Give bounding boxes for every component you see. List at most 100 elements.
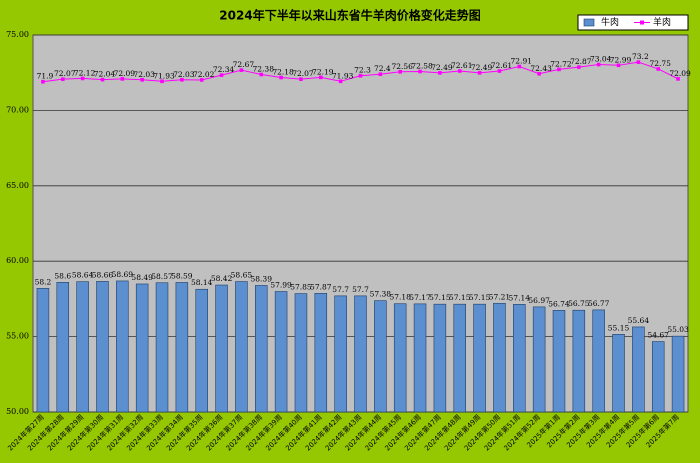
bar <box>294 293 308 413</box>
marker <box>398 69 402 74</box>
data-label: 56.75 <box>568 299 590 308</box>
bar <box>552 310 566 413</box>
data-label: 72.43 <box>530 64 552 73</box>
data-label: 73.2 <box>632 52 649 61</box>
bar <box>215 284 228 413</box>
marker <box>239 68 244 72</box>
marker <box>60 77 65 81</box>
data-label: 58.42 <box>211 274 233 283</box>
data-label: 72.02 <box>193 70 215 79</box>
data-label: 72.03 <box>173 70 195 79</box>
data-label: 71.93 <box>153 71 175 80</box>
data-label: 72.09 <box>669 69 691 78</box>
y-tick-label: 65.00 <box>6 181 29 190</box>
marker <box>299 77 303 81</box>
bar <box>96 281 109 413</box>
bar <box>135 283 149 413</box>
bar <box>513 304 526 413</box>
data-label: 72.04 <box>94 70 116 79</box>
data-label: 57.21 <box>489 292 510 301</box>
data-label: 72.38 <box>253 65 275 74</box>
bar <box>314 293 328 413</box>
bar <box>632 326 645 413</box>
y-tick-label: 75.00 <box>6 30 29 39</box>
data-label: 71.9 <box>37 72 54 81</box>
data-label: 72.09 <box>114 69 136 78</box>
data-label: 58.59 <box>171 271 193 280</box>
bar <box>354 295 367 413</box>
bar <box>393 303 407 413</box>
data-label: 73.04 <box>590 55 612 64</box>
data-label: 57.17 <box>409 293 431 302</box>
bar <box>532 306 546 413</box>
data-label: 57.87 <box>310 282 332 291</box>
marker <box>656 67 661 71</box>
marker <box>100 77 105 82</box>
bar <box>274 291 288 413</box>
marker <box>80 76 85 81</box>
data-label: 58.65 <box>231 271 253 280</box>
marker <box>457 69 462 73</box>
marker <box>219 73 224 77</box>
bar <box>235 281 248 413</box>
marker <box>616 63 621 68</box>
data-label: 72.07 <box>292 69 314 78</box>
legend-swatch <box>583 18 595 27</box>
marker <box>199 78 204 82</box>
data-label: 57.18 <box>389 293 411 302</box>
bar <box>116 280 129 413</box>
data-label: 72.72 <box>550 59 572 68</box>
marker <box>418 69 422 74</box>
marker <box>120 77 125 81</box>
data-label: 58.64 <box>72 271 94 280</box>
marker <box>319 75 323 80</box>
bar <box>56 282 70 413</box>
data-label: 56.97 <box>528 296 550 305</box>
data-label: 58.66 <box>92 270 114 279</box>
marker <box>160 79 164 84</box>
data-label: 57.14 <box>509 293 531 302</box>
marker <box>140 77 144 82</box>
data-label: 72.34 <box>213 65 235 74</box>
data-label: 57.15 <box>469 293 491 302</box>
data-label: 72.56 <box>391 62 413 71</box>
data-label: 71.93 <box>332 71 354 80</box>
data-label: 72.07 <box>54 69 76 78</box>
data-label: 72.3 <box>354 66 371 75</box>
data-label: 72.61 <box>491 61 512 70</box>
marker <box>378 72 383 77</box>
marker <box>358 73 363 78</box>
marker <box>497 69 502 73</box>
chart-title: 2024年下半年以来山东省牛羊肉价格变化走势图 <box>219 8 480 23</box>
bar <box>413 303 427 413</box>
bar <box>334 295 347 413</box>
bar <box>592 309 605 413</box>
bar <box>453 303 466 413</box>
legend-marker <box>640 20 644 25</box>
legend-label: 牛肉 <box>601 16 619 28</box>
bar <box>76 281 89 413</box>
marker <box>180 77 184 82</box>
data-label: 72.58 <box>411 61 433 70</box>
data-label: 72.91 <box>511 57 532 66</box>
data-label: 58.14 <box>191 278 213 287</box>
data-label: 58.6 <box>54 271 71 280</box>
marker <box>41 79 45 84</box>
data-label: 55.64 <box>628 316 650 325</box>
data-label: 72.18 <box>272 68 294 77</box>
marker <box>338 79 343 84</box>
bar <box>572 309 586 413</box>
data-label: 57.85 <box>290 283 312 292</box>
data-label: 72.49 <box>471 63 493 72</box>
data-label: 58.69 <box>112 270 134 279</box>
data-label: 72.19 <box>312 67 334 76</box>
y-tick-label: 70.00 <box>6 105 29 114</box>
marker <box>438 71 442 75</box>
y-tick-label: 50.00 <box>6 407 29 416</box>
data-label: 57.7 <box>332 285 349 294</box>
marker <box>259 72 264 77</box>
bar <box>671 335 685 413</box>
marker <box>517 64 522 69</box>
marker <box>557 67 561 72</box>
